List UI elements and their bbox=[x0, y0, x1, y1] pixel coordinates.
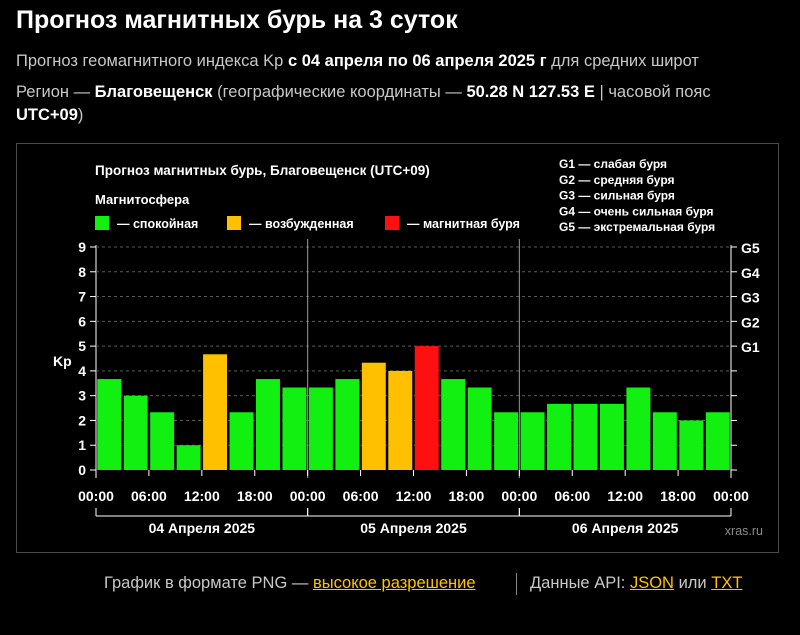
bar-21 bbox=[626, 387, 651, 470]
bar-1 bbox=[97, 379, 122, 470]
x-tick-label: 00:00 bbox=[78, 488, 114, 504]
hires-link[interactable]: высокое разрешение bbox=[312, 574, 476, 592]
bar-5 bbox=[203, 354, 228, 470]
legend-swatch-3 bbox=[385, 216, 399, 230]
legend-title: Магнитосфера bbox=[95, 192, 190, 207]
bar-15 bbox=[467, 387, 492, 470]
day-label-1: 04 Апреля 2025 bbox=[149, 520, 256, 536]
bar-14 bbox=[441, 379, 466, 470]
txt-link[interactable]: TXT bbox=[711, 574, 743, 592]
timezone: UTC+09 bbox=[16, 106, 78, 124]
y-tick-label: 7 bbox=[78, 289, 86, 305]
bar-23 bbox=[679, 420, 704, 470]
g-level-label: G3 bbox=[741, 290, 760, 306]
legend-label-1: — спокойная bbox=[117, 217, 198, 231]
coords-prefix: (географические координаты — bbox=[217, 83, 462, 101]
footer-divider bbox=[516, 573, 517, 595]
desc-suffix: для средних широт bbox=[551, 52, 699, 70]
g-level-label: G1 bbox=[741, 339, 760, 355]
api-text: Данные API: bbox=[530, 574, 626, 592]
x-tick-label: 00:00 bbox=[501, 488, 537, 504]
y-tick-label: 4 bbox=[78, 363, 86, 379]
g-scale-item-5: G5 — экстремальная буря bbox=[559, 220, 715, 234]
bar-20 bbox=[599, 403, 624, 470]
or-text: или bbox=[678, 574, 707, 592]
g-scale-item-3: G3 — сильная буря bbox=[559, 189, 675, 203]
kp-chart: Прогноз магнитных бурь, Благовещенск (UT… bbox=[53, 157, 763, 538]
g-scale-item-2: G2 — средняя буря bbox=[559, 173, 675, 187]
bar-16 bbox=[494, 412, 519, 470]
bar-2 bbox=[123, 395, 148, 470]
day-label-2: 05 Апреля 2025 bbox=[360, 520, 467, 536]
api-info: Данные API: JSON или TXT bbox=[530, 574, 742, 593]
bar-19 bbox=[573, 403, 598, 470]
x-tick-label: 06:00 bbox=[131, 488, 167, 504]
region-name: Благовещенск bbox=[94, 83, 213, 101]
bar-12 bbox=[388, 370, 413, 470]
page-title: Прогноз магнитных бурь на 3 суток bbox=[16, 6, 458, 34]
bar-17 bbox=[520, 412, 545, 470]
y-tick-label: 1 bbox=[78, 437, 86, 453]
bar-13 bbox=[414, 346, 439, 470]
bar-9 bbox=[308, 387, 333, 470]
bar-4 bbox=[176, 445, 201, 470]
y-tick-label: 0 bbox=[78, 462, 86, 478]
x-tick-label: 00:00 bbox=[713, 488, 749, 504]
legend-label-3: — магнитная буря bbox=[407, 217, 520, 231]
g-level-label: G2 bbox=[741, 314, 760, 330]
chart-title: Прогноз магнитных бурь, Благовещенск (UT… bbox=[95, 163, 430, 178]
bar-10 bbox=[335, 379, 360, 470]
x-tick-label: 12:00 bbox=[184, 488, 220, 504]
chart-container: Прогноз магнитных бурь, Благовещенск (UT… bbox=[16, 143, 779, 553]
y-tick-label: 9 bbox=[78, 239, 86, 255]
bar-24 bbox=[705, 412, 730, 470]
date-range: с 04 апреля по 06 апреля 2025 г bbox=[287, 52, 547, 70]
closing-paren: ) bbox=[77, 106, 84, 124]
x-tick-label: 06:00 bbox=[554, 488, 590, 504]
desc-prefix: Прогноз геомагнитного индекса Kp bbox=[16, 52, 284, 70]
json-link[interactable]: JSON bbox=[629, 574, 674, 592]
bar-11 bbox=[361, 362, 386, 470]
legend-swatch-1 bbox=[95, 216, 109, 230]
bar-3 bbox=[150, 412, 175, 470]
y-tick-label: 8 bbox=[78, 264, 86, 280]
png-info: График в формате PNG — высокое разрешени… bbox=[104, 574, 476, 593]
y-tick-label: 6 bbox=[78, 313, 86, 329]
region-info: Регион — Благовещенск (географические ко… bbox=[16, 83, 711, 102]
watermark: xras.ru bbox=[725, 524, 763, 538]
bar-8 bbox=[282, 387, 307, 470]
x-tick-label: 00:00 bbox=[290, 488, 326, 504]
x-tick-label: 06:00 bbox=[343, 488, 379, 504]
g-scale-item-4: G4 — очень сильная буря bbox=[559, 204, 714, 218]
y-axis-label: Kp bbox=[53, 353, 72, 369]
png-text: График в формате PNG — bbox=[104, 574, 309, 592]
x-tick-label: 18:00 bbox=[237, 488, 273, 504]
legend-label-2: — возбужденная bbox=[249, 217, 354, 231]
coordinates: 50.28 N 127.53 E bbox=[466, 83, 595, 101]
bar-6 bbox=[229, 412, 254, 470]
y-tick-label: 3 bbox=[78, 388, 86, 404]
x-tick-label: 18:00 bbox=[449, 488, 485, 504]
g-scale-item-1: G1 — слабая буря bbox=[559, 157, 667, 171]
g-level-label: G4 bbox=[741, 265, 760, 281]
g-level-label: G5 bbox=[741, 240, 760, 256]
region-prefix: Регион — bbox=[16, 83, 91, 101]
forecast-description: Прогноз геомагнитного индекса Kp с 04 ап… bbox=[16, 52, 699, 71]
timezone-prefix: | часовой пояс bbox=[599, 83, 711, 101]
x-tick-label: 12:00 bbox=[396, 488, 432, 504]
bar-7 bbox=[256, 379, 280, 470]
x-tick-label: 18:00 bbox=[660, 488, 696, 504]
legend-swatch-2 bbox=[227, 216, 241, 230]
timezone-info: UTC+09) bbox=[16, 106, 83, 125]
bar-18 bbox=[547, 403, 571, 470]
y-tick-label: 5 bbox=[78, 338, 86, 354]
x-tick-label: 12:00 bbox=[607, 488, 643, 504]
y-tick-label: 2 bbox=[78, 412, 86, 428]
bar-22 bbox=[652, 412, 677, 470]
day-label-3: 06 Апреля 2025 bbox=[572, 520, 679, 536]
